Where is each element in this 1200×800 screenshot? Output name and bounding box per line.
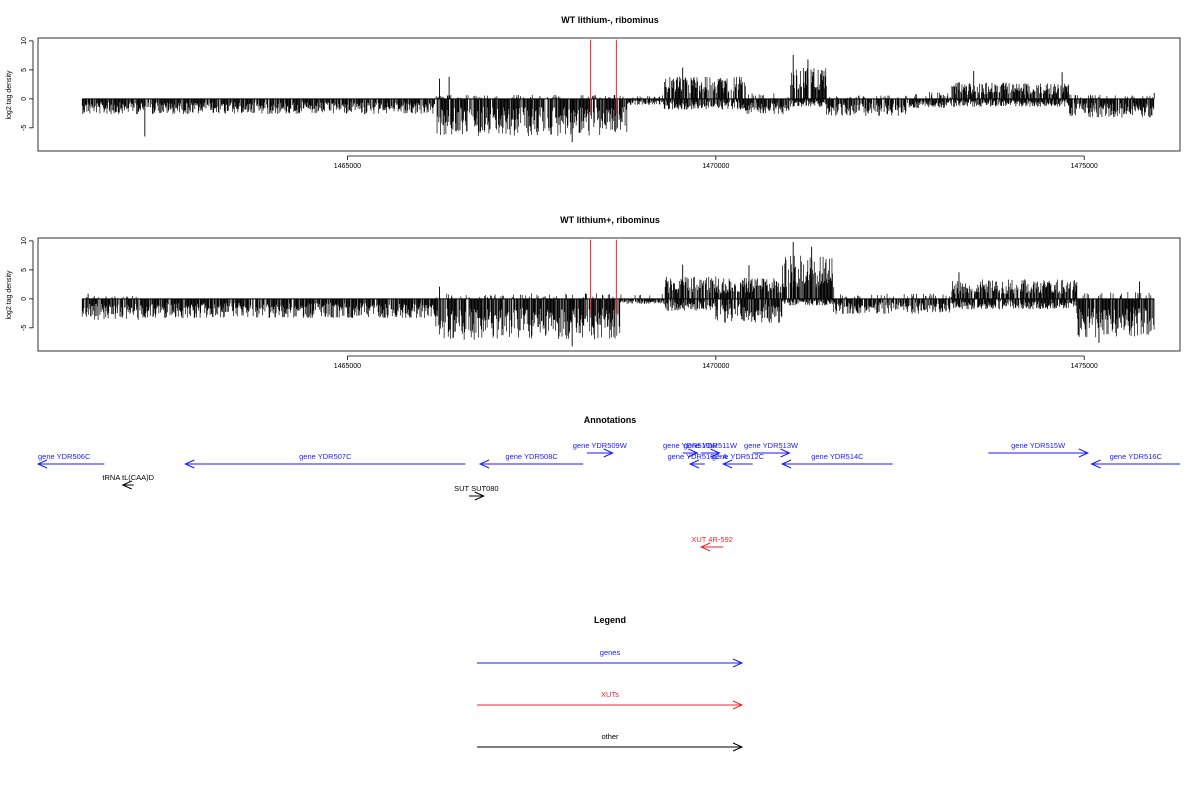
legend-panel: Legend genes XUTs other (477, 615, 744, 752)
y-tick-label: -5 (21, 325, 28, 331)
feature-gene: gene YDR506C (36, 452, 105, 469)
feature-arrow-head (710, 448, 721, 458)
feature-label: gene YDR510C-A (667, 452, 727, 461)
plot-frame (37, 37, 1181, 152)
feature-label: gene YDR512C (712, 452, 765, 461)
feature-label: gene YDR510W (663, 441, 718, 450)
feature-label: gene YDR516C (1110, 452, 1163, 461)
feature-gene: gene YDR509W (573, 441, 628, 458)
x-tick-label: 1465000 (334, 363, 361, 370)
y-axis-label: log2 tag density (6, 270, 13, 320)
panel-title: WT lithium+, ribominus (560, 215, 660, 225)
feature-label: gene YDR513W (744, 441, 799, 450)
feature-arrow-head (474, 491, 485, 501)
marker-lines (590, 39, 617, 114)
feature-label: gene YDR509W (573, 441, 628, 450)
feature-arrow-head (1078, 448, 1090, 458)
feature-arrow-head (688, 459, 700, 469)
feature-arrow-head (1090, 459, 1101, 469)
feature-other: SUT SUT080 (454, 484, 499, 501)
y-tick-label: 0 (21, 97, 28, 101)
feature-gene: gene YDR516C (1090, 452, 1180, 469)
y-tick-label: 10 (21, 37, 28, 45)
feature-label: gene YDR506C (38, 452, 91, 461)
feature-gene: gene YDR513W (744, 441, 799, 458)
track-panel-lithium-plus: WT lithium+, ribominus log2 tag density … (6, 215, 1181, 370)
feature-label: gene YDR514C (811, 452, 864, 461)
legend-label: genes (600, 648, 621, 657)
y-axis: -5 0 5 10 (21, 237, 34, 331)
feature-gene: gene YDR510C-A (667, 452, 727, 469)
x-tick-label: 1475000 (1071, 163, 1098, 170)
feature-arrow-head (184, 459, 195, 469)
x-tick-label: 1475000 (1071, 363, 1098, 370)
plot-frame (37, 237, 1181, 352)
feature-label: tRNA tL(CAA)D (102, 473, 154, 482)
feature-gene: gene YDR514C (780, 452, 893, 469)
track-panel-lithium-minus: WT lithium-, ribominus log2 tag density … (6, 15, 1181, 170)
legend-item-other: other (477, 732, 744, 752)
legend-label: XUTs (601, 690, 619, 699)
feature-gene: gene YDR508C (478, 452, 584, 469)
legend-item-gene: genes (477, 648, 744, 668)
legend-arrow-head (732, 700, 744, 710)
y-tick-label: -5 (21, 125, 28, 131)
feature-arrow-head (780, 459, 792, 469)
feature-label: gene YDR508C (505, 452, 558, 461)
feature-gene: gene YDR515W (988, 441, 1090, 458)
feature-label: SUT SUT080 (454, 484, 498, 493)
x-tick-label: 1470000 (702, 363, 729, 370)
y-tick-label: 0 (21, 297, 28, 301)
legend-label: other (601, 732, 619, 741)
legend-items: genes XUTs other (477, 648, 744, 752)
feature-arrow-head (699, 542, 711, 552)
marker-lines (590, 239, 617, 314)
x-tick-label: 1470000 (702, 163, 729, 170)
feature-arrow-head (121, 480, 132, 490)
feature-gene: gene YDR512C (712, 452, 765, 469)
annotations-title: Annotations (584, 415, 637, 425)
feature-gene: gene YDR507C (184, 452, 466, 469)
feature-label: gene YDR515W (1011, 441, 1066, 450)
feature-gene: gene YDR511W (684, 441, 738, 458)
density-bars (81, 54, 1155, 143)
feature-arrow-head (688, 448, 699, 458)
y-tick-label: 5 (21, 268, 28, 272)
legend-item-xut: XUTs (477, 690, 744, 710)
y-axis-label: log2 tag density (6, 70, 13, 120)
feature-arrow-head (780, 448, 791, 458)
feature-arrow-head (478, 459, 490, 469)
legend-title: Legend (594, 615, 626, 625)
feature-label: gene YDR507C (299, 452, 352, 461)
feature-arrow-head (36, 459, 48, 469)
feature-label: gene YDR511W (684, 441, 738, 450)
x-tick-label: 1465000 (334, 163, 361, 170)
x-axis: 1465000 1470000 1475000 (334, 355, 1098, 370)
density-bars (81, 242, 1155, 347)
y-axis: -5 0 5 10 (21, 37, 34, 131)
feature-other: tRNA tL(CAA)D (102, 473, 155, 490)
feature-xut: XUT 4R-592 (691, 535, 733, 552)
legend-arrow-head (732, 742, 744, 752)
feature-arrows: gene YDR506C gene YDR507C gene YDR508C gene… (36, 441, 1180, 552)
legend-arrow-head (732, 658, 744, 668)
feature-label: XUT 4R-592 (691, 535, 733, 544)
feature-arrow-head (603, 448, 614, 458)
feature-arrow-head (721, 459, 733, 469)
feature-gene: gene YDR510W (663, 441, 718, 458)
x-axis: 1465000 1470000 1475000 (334, 155, 1098, 170)
y-tick-label: 5 (21, 68, 28, 72)
y-tick-label: 10 (21, 237, 28, 245)
panel-title: WT lithium-, ribominus (561, 15, 659, 25)
annotations-panel: Annotations gene YDR506C gene YDR507C gene… (36, 415, 1180, 552)
